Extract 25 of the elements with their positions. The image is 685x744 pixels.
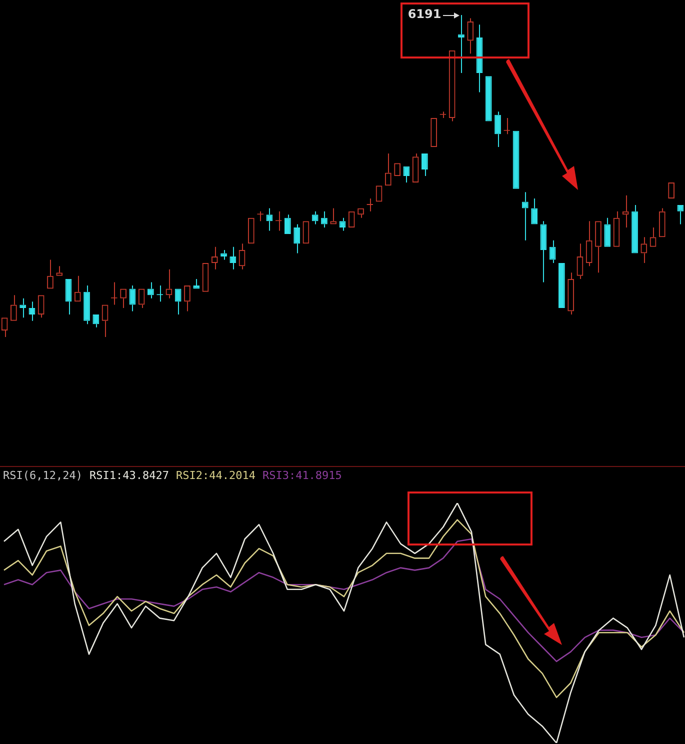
candlestick xyxy=(531,198,538,224)
candlestick xyxy=(129,284,136,312)
candlestick xyxy=(494,111,501,148)
text: RSI1:43.8427 xyxy=(89,469,169,482)
chart-title: RSI(6,12,24) xyxy=(3,469,82,482)
candlestick xyxy=(84,284,90,325)
candlestick xyxy=(284,214,291,234)
annotation: 6191 xyxy=(408,7,442,22)
candlestick xyxy=(540,220,547,283)
candlestick xyxy=(266,208,273,232)
candlestick xyxy=(339,217,346,232)
candlestick xyxy=(174,288,182,315)
candlestick xyxy=(366,198,374,212)
candlestick xyxy=(422,153,428,176)
candlestick xyxy=(65,279,72,315)
candlestick xyxy=(294,224,300,254)
candlestick xyxy=(632,204,638,254)
candlestick xyxy=(148,282,154,299)
candlestick xyxy=(522,192,528,241)
candlestick xyxy=(677,204,684,225)
candlestick xyxy=(312,210,318,225)
candlestick xyxy=(549,240,556,264)
candlestick xyxy=(604,217,611,247)
text: RSI3:41.8915 xyxy=(262,469,342,482)
text: RSI2:44.2014 xyxy=(176,469,256,482)
